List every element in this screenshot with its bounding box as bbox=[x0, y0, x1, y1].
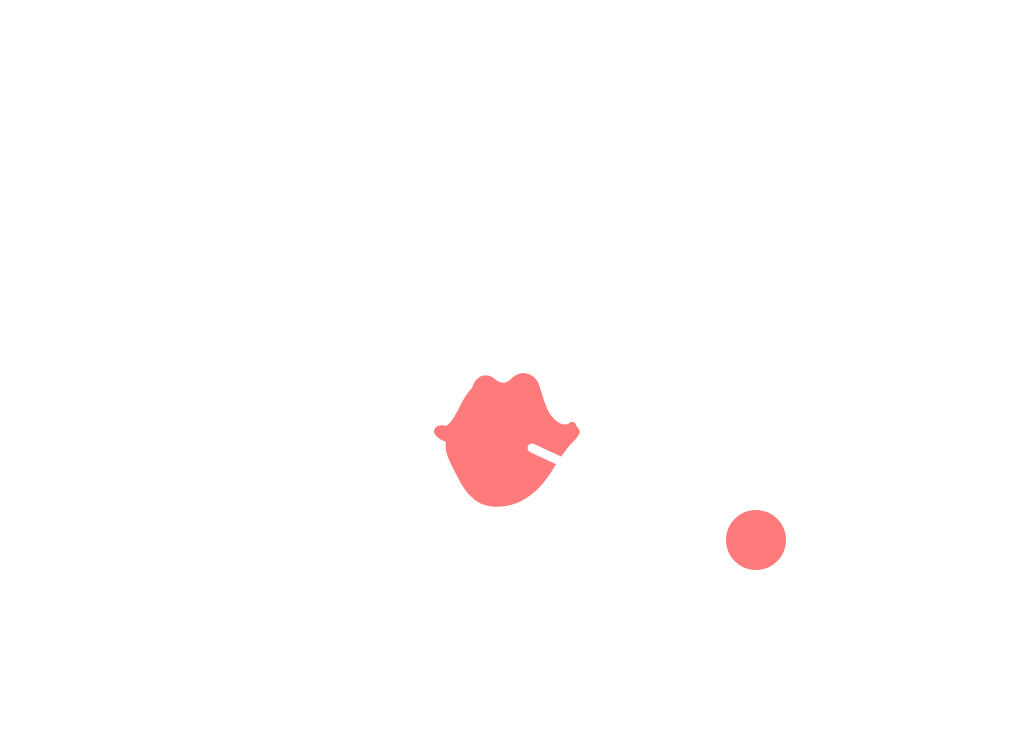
splat-body bbox=[434, 373, 580, 507]
splat-blob-icon bbox=[434, 373, 580, 507]
target-ball[interactable] bbox=[726, 510, 786, 570]
player-splat-blob[interactable] bbox=[430, 368, 586, 513]
splat-drip-right bbox=[568, 421, 576, 430]
splat-stroke-highlight bbox=[527, 443, 567, 467]
